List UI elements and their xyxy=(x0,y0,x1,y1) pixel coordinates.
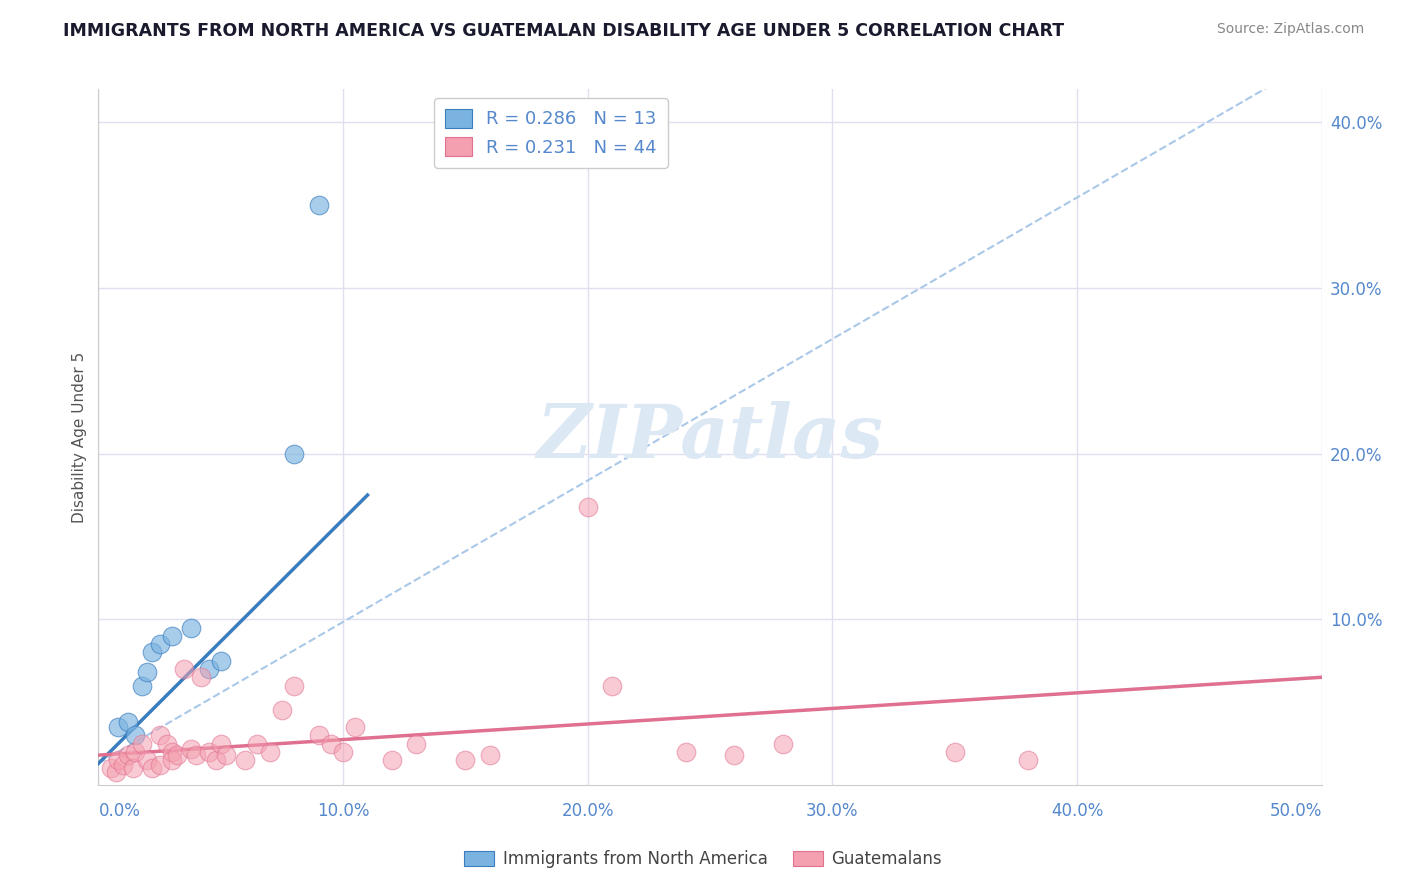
Point xyxy=(576,500,599,514)
Text: IMMIGRANTS FROM NORTH AMERICA VS GUATEMALAN DISABILITY AGE UNDER 5 CORRELATION C: IMMIGRANTS FROM NORTH AMERICA VS GUATEMA… xyxy=(63,22,1064,40)
Point xyxy=(117,714,139,729)
Point xyxy=(197,745,219,759)
Point xyxy=(160,629,183,643)
Point xyxy=(124,728,146,742)
Point xyxy=(160,753,183,767)
Text: ZIPatlas: ZIPatlas xyxy=(537,401,883,474)
Point xyxy=(156,737,179,751)
Point xyxy=(149,728,172,742)
Text: 40.0%: 40.0% xyxy=(1050,803,1104,821)
Point xyxy=(100,761,122,775)
Point xyxy=(308,198,330,212)
Point xyxy=(332,745,354,759)
Point xyxy=(600,679,623,693)
Point xyxy=(136,665,159,680)
Point xyxy=(675,745,697,759)
Point xyxy=(166,748,188,763)
Point xyxy=(131,679,153,693)
Point xyxy=(190,670,212,684)
Text: Source: ZipAtlas.com: Source: ZipAtlas.com xyxy=(1216,22,1364,37)
Point xyxy=(186,748,208,763)
Legend: R = 0.286   N = 13, R = 0.231   N = 44: R = 0.286 N = 13, R = 0.231 N = 44 xyxy=(434,98,668,168)
Point xyxy=(173,662,195,676)
Point xyxy=(723,748,745,763)
Point xyxy=(259,745,281,759)
Point xyxy=(233,753,256,767)
Point xyxy=(141,645,163,659)
Point xyxy=(197,662,219,676)
Y-axis label: Disability Age Under 5: Disability Age Under 5 xyxy=(72,351,87,523)
Point xyxy=(104,764,127,779)
Point xyxy=(107,720,129,734)
Point xyxy=(131,737,153,751)
Point xyxy=(121,761,143,775)
Point xyxy=(160,745,183,759)
Point xyxy=(117,748,139,763)
Legend: Immigrants from North America, Guatemalans: Immigrants from North America, Guatemala… xyxy=(458,844,948,875)
Point xyxy=(209,737,232,751)
Point xyxy=(308,728,330,742)
Point xyxy=(141,761,163,775)
Point xyxy=(246,737,269,751)
Point xyxy=(180,741,202,756)
Point xyxy=(111,758,134,772)
Point xyxy=(214,748,236,763)
Point xyxy=(283,447,305,461)
Point xyxy=(478,748,501,763)
Text: 10.0%: 10.0% xyxy=(316,803,370,821)
Point xyxy=(205,753,228,767)
Point xyxy=(283,679,305,693)
Point xyxy=(381,753,404,767)
Point xyxy=(149,637,172,651)
Point xyxy=(772,737,794,751)
Point xyxy=(149,758,172,772)
Text: 20.0%: 20.0% xyxy=(561,803,614,821)
Point xyxy=(405,737,427,751)
Point xyxy=(344,720,367,734)
Point xyxy=(319,737,342,751)
Point xyxy=(454,753,477,767)
Point xyxy=(1017,753,1039,767)
Point xyxy=(270,703,294,717)
Text: 50.0%: 50.0% xyxy=(1270,803,1322,821)
Point xyxy=(180,621,202,635)
Text: 0.0%: 0.0% xyxy=(98,803,141,821)
Text: 30.0%: 30.0% xyxy=(806,803,859,821)
Point xyxy=(943,745,966,759)
Point xyxy=(107,753,129,767)
Point xyxy=(136,753,159,767)
Point xyxy=(124,745,146,759)
Point xyxy=(209,654,232,668)
